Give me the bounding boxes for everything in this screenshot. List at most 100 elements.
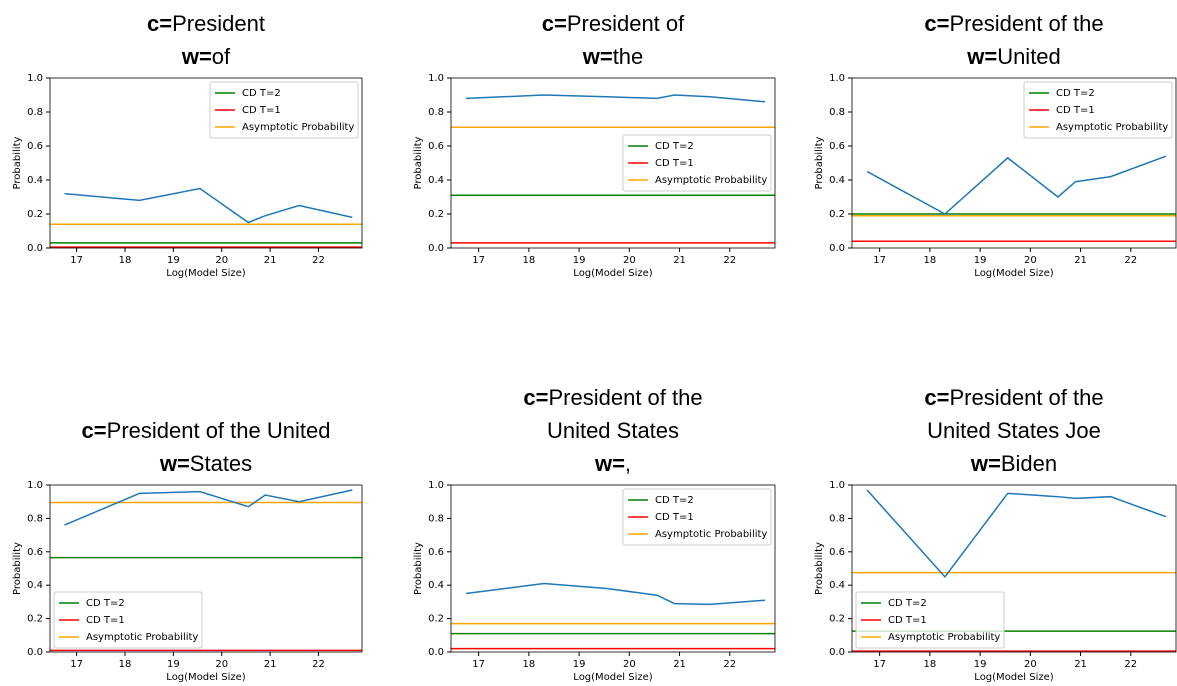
legend-label: CD T=1	[1056, 105, 1095, 116]
chart-title: w=Biden	[970, 451, 1057, 476]
legend-label: Asymptotic Probability	[86, 632, 198, 643]
x-tick-label: 17	[70, 255, 83, 266]
x-tick-label: 21	[264, 255, 277, 266]
x-tick-label: 22	[312, 659, 325, 670]
data-line	[866, 489, 1167, 579]
y-tick-label: 0.4	[829, 580, 845, 591]
y-tick-label: 0.4	[428, 175, 444, 186]
legend-label: Asymptotic Probability	[888, 632, 1000, 643]
legend-box	[855, 591, 1005, 649]
chart-title: c=President of the	[924, 385, 1103, 410]
legend-label: Asymptotic Probability	[1056, 122, 1168, 133]
x-tick-label: 21	[1074, 659, 1087, 670]
legend-box	[53, 591, 203, 649]
y-axis-label: Probability	[12, 136, 23, 189]
x-tick-label: 18	[119, 659, 132, 670]
chart-title: c=President of the	[523, 385, 702, 410]
legend: CD T=2 CD T=1 Asymptotic Probability	[622, 488, 772, 546]
y-tick-label: 0.2	[829, 614, 845, 625]
legend-label: CD T=1	[655, 512, 694, 523]
x-tick-label: 17	[873, 255, 886, 266]
y-tick-label: 0.8	[428, 513, 444, 524]
legend: CD T=2 CD T=1 Asymptotic Probability	[209, 81, 359, 139]
title-part: c=	[147, 11, 172, 36]
title-part: w=	[966, 44, 997, 69]
title-part: President of the United	[107, 418, 331, 443]
title-part: President of the	[548, 385, 702, 410]
x-axis-label: Log(Model Size)	[573, 672, 652, 683]
x-tick-label: 18	[522, 255, 535, 266]
title-part: United	[997, 44, 1061, 69]
y-tick-label: 0.8	[829, 513, 845, 524]
subplot: c=President of the w=United 0.0 0.2 0.4 0.6 0.…	[814, 11, 1177, 279]
title-part: c=	[924, 385, 949, 410]
x-tick-label: 20	[623, 659, 636, 670]
legend-label: Asymptotic Probability	[242, 122, 354, 133]
chart-title: c=President of	[542, 11, 685, 36]
x-tick-label: 22	[1124, 659, 1137, 670]
y-tick-label: 1.0	[27, 480, 43, 491]
legend-label: CD T=2	[655, 141, 694, 152]
title-part: United States Joe	[927, 418, 1101, 443]
legend-label: CD T=2	[242, 88, 281, 99]
x-tick-label: 21	[673, 659, 686, 670]
x-tick-label: 19	[974, 659, 987, 670]
y-tick-label: 1.0	[829, 73, 845, 84]
chart-title: w=of	[181, 44, 231, 69]
y-tick-label: 1.0	[27, 73, 43, 84]
y-tick-label: 0.0	[829, 647, 845, 658]
x-tick-label: 22	[723, 659, 736, 670]
y-tick-label: 0.6	[829, 141, 845, 152]
subplot: c=President of the United w=States 0.0 0.2 0…	[12, 418, 363, 683]
title-part: President of	[567, 11, 685, 36]
title-part: President of the	[949, 11, 1103, 36]
chart-title: w=States	[159, 451, 252, 476]
y-tick-label: 0.6	[428, 547, 444, 558]
plot-frame	[450, 77, 776, 249]
data-line	[466, 94, 766, 103]
chart-title: w=the	[582, 44, 644, 69]
x-tick-label: 19	[167, 255, 180, 266]
x-tick-label: 17	[472, 659, 485, 670]
x-tick-label: 21	[264, 659, 277, 670]
title-part: President	[172, 11, 265, 36]
chart-title: c=President of the	[924, 11, 1103, 36]
plot-frame	[450, 484, 776, 653]
y-axis-label: Probability	[413, 542, 424, 595]
title-part: w=	[594, 451, 625, 476]
data-line	[64, 489, 353, 526]
legend-label: CD T=2	[1056, 88, 1095, 99]
legend-label: Asymptotic Probability	[655, 175, 767, 186]
title-part: c=	[523, 385, 548, 410]
legend-label: CD T=2	[888, 598, 927, 609]
subplot: c=President of the United States w=, 0.0 0.2…	[413, 385, 776, 683]
x-tick-label: 21	[1074, 255, 1087, 266]
y-tick-label: 0.2	[27, 614, 43, 625]
chart-title: United States	[547, 418, 679, 443]
chart-title: United States Joe	[927, 418, 1101, 443]
title-part: c=	[82, 418, 107, 443]
title-part: the	[613, 44, 644, 69]
x-tick-label: 20	[1024, 255, 1037, 266]
y-tick-label: 1.0	[428, 480, 444, 491]
title-part: ,	[625, 451, 631, 476]
legend-label: Asymptotic Probability	[655, 529, 767, 540]
x-tick-label: 20	[215, 659, 228, 670]
y-tick-label: 0.8	[829, 107, 845, 118]
y-axis-label: Probability	[12, 542, 23, 595]
y-tick-label: 0.6	[27, 547, 43, 558]
plot-frame	[851, 77, 1177, 249]
data-line	[866, 155, 1167, 215]
legend-box	[622, 488, 772, 546]
x-tick-label: 17	[873, 659, 886, 670]
x-tick-label: 18	[522, 659, 535, 670]
y-tick-label: 0.8	[428, 107, 444, 118]
y-tick-label: 0.0	[27, 243, 43, 254]
x-tick-label: 22	[312, 255, 325, 266]
x-axis-label: Log(Model Size)	[974, 672, 1053, 683]
x-tick-label: 19	[573, 255, 586, 266]
chart-title: w=,	[594, 451, 631, 476]
title-part: President of the	[949, 385, 1103, 410]
y-axis-label: Probability	[814, 136, 825, 189]
